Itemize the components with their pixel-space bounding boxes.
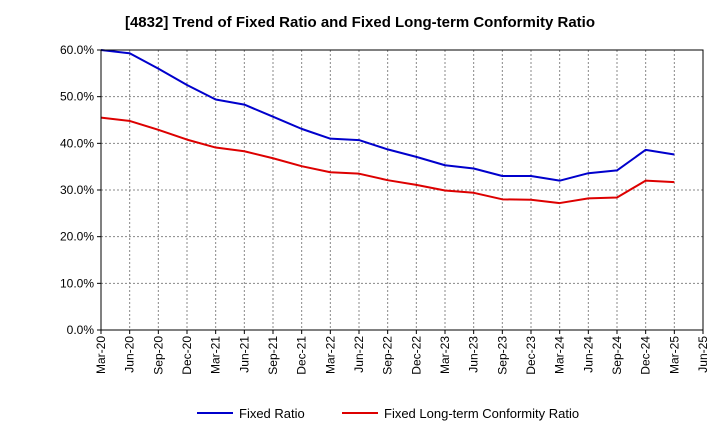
x-tick-label: Mar-21: [209, 336, 223, 374]
x-tick-label: Dec-21: [295, 336, 309, 375]
x-tick-label: Jun-22: [352, 336, 366, 373]
x-tick-label: Jun-21: [237, 336, 251, 373]
chart-title: [4832] Trend of Fixed Ratio and Fixed Lo…: [124, 14, 596, 31]
y-tick-label: 10.0%: [60, 276, 94, 290]
x-tick-label: Dec-23: [524, 336, 538, 375]
x-tick-label: Sep-22: [381, 336, 395, 375]
y-tick-label: 60.0%: [60, 43, 94, 57]
x-tick-label: Mar-23: [438, 336, 452, 374]
x-tick-label: Sep-21: [266, 336, 280, 375]
y-tick-label: 50.0%: [60, 90, 94, 104]
series-line-fixed-long-term-conformity-ratio: [100, 116, 675, 205]
y-tick-label: 20.0%: [60, 230, 94, 244]
x-tick-label: Sep-20: [151, 336, 165, 375]
y-tick-label: 30.0%: [60, 183, 94, 197]
x-tick-label: Mar-20: [94, 336, 108, 374]
y-tick-label: 0.0%: [67, 323, 95, 337]
x-tick-label: Sep-24: [610, 336, 624, 375]
series-lines: [100, 49, 675, 205]
series-line-fixed-ratio: [100, 49, 675, 182]
grid-lines: [101, 50, 703, 330]
legend-item: Fixed Ratio: [197, 406, 305, 421]
x-axis: Mar-20 Jun-20 Sep-20 Dec-20 Mar-21 Jun-21 Sep-…: [94, 330, 710, 375]
legend-label: Fixed Ratio: [239, 406, 305, 421]
legend: Fixed Ratio Fixed Long-term Conformity Ra…: [197, 406, 579, 421]
x-tick-label: Jun-25: [696, 336, 710, 373]
x-tick-label: Mar-24: [553, 336, 567, 374]
x-tick-label: Dec-22: [409, 336, 423, 375]
x-tick-label: Jun-23: [467, 336, 481, 373]
x-tick-label: Jun-24: [581, 336, 595, 373]
y-axis: 0.0% 10.0% 20.0% 30.0% 40.0% 50.0% 60.0%: [60, 43, 101, 337]
x-tick-label: Dec-24: [639, 336, 653, 375]
x-tick-label: Mar-25: [667, 336, 681, 374]
x-tick-label: Sep-23: [495, 336, 509, 375]
legend-item: Fixed Long-term Conformity Ratio: [342, 406, 579, 421]
x-tick-label: Mar-22: [323, 336, 337, 374]
x-tick-label: Dec-20: [180, 336, 194, 375]
y-tick-label: 40.0%: [60, 136, 94, 150]
x-tick-label: Jun-20: [123, 336, 137, 373]
legend-label: Fixed Long-term Conformity Ratio: [384, 406, 579, 421]
